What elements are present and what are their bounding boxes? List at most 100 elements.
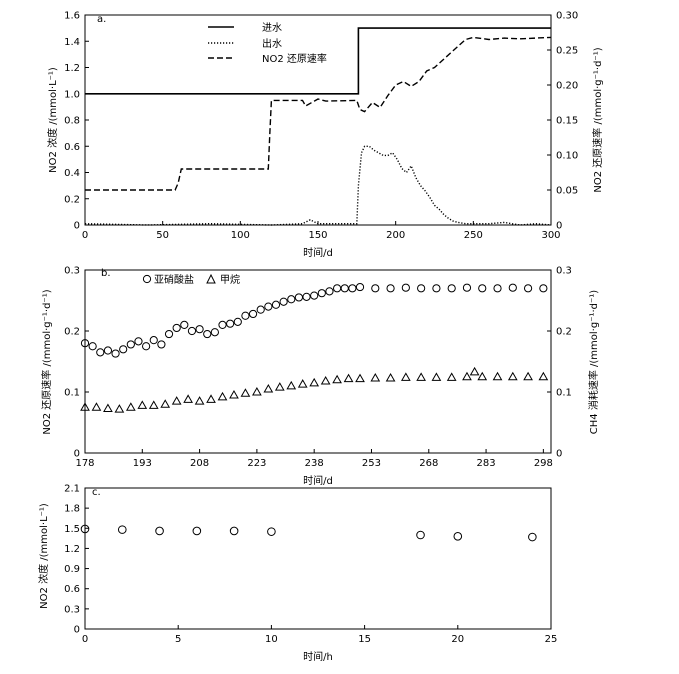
nitrite-point [126,340,135,349]
panel-c-ytick-label: 1.2 [64,544,80,555]
panel-c-ytick-label: 1.5 [64,524,80,535]
methane-point [183,394,193,403]
methane-point [240,388,251,397]
nitrite-point [371,284,380,293]
panel-a-ylabel: NO2 浓度 /(mmol·L⁻¹) [46,67,59,173]
methane-point [160,399,171,408]
panel-c-ylabel: NO2 浓度 /(mmol·L⁻¹) [37,503,50,609]
panel-a-y2tick-label: 0.20 [556,81,578,92]
panel-a-xtick-label: 150 [308,230,327,241]
methane-point [274,382,285,391]
nitrite-point [386,284,395,293]
nitrite-point [447,284,456,293]
nitrite-point [172,323,181,333]
panel-a-y2tick-label: 0.30 [556,11,578,22]
panel-a-xtick-label: 250 [464,230,483,241]
panel-b-xtick-label: 253 [362,458,381,469]
methane-point [206,394,216,403]
methane-point [137,400,148,409]
panel-c-xtick-label: 20 [451,634,464,645]
nitrite-point [226,319,235,328]
nitrite-point [241,311,250,320]
methane-point [492,371,503,381]
legend-methane-marker [206,273,216,284]
methane-point [370,372,381,382]
panel-a-xlabel: 时间/d [303,246,333,259]
panel-b-y2tick-label: 0 [556,449,562,460]
methane-point [91,402,102,411]
panel-a-y2tick-label: 0 [556,221,562,232]
nitrite-point [287,295,296,304]
concentration-point [267,527,276,536]
panel-b-ytick-label: 0 [74,449,80,460]
panel-a: a. 0 50 100 150 200 250 30000.20.40.60.81.01.2… [46,11,604,260]
nitrite-point [103,346,113,355]
methane-point [125,402,136,411]
panel-b-xtick-label: 298 [534,458,553,469]
nitrite-point [80,339,90,348]
nitrite-point [111,349,120,358]
nitrite-point [340,284,349,293]
panel-b-xtick-label: 223 [247,458,266,469]
panel-b-xtick-label: 193 [133,458,152,469]
legend-nitrite-label: 亚硝酸盐 [154,273,194,286]
panel-a-ytick-label: 0.6 [64,142,80,153]
methane-point [431,372,442,381]
nitrite-point [134,337,143,346]
legend-inflow-label: 进水 [262,22,282,34]
concentration-point [80,524,90,534]
legend-outflow-label: 出水 [262,37,282,50]
nitrite-point [119,345,128,354]
concentration-point [192,526,202,536]
panel-b-ylabel: NO2 还原速率 /(mmol·g⁻¹·d⁻¹) [40,289,53,434]
nitrite-point [310,291,319,300]
methane-point [416,372,426,381]
panel-b: b. 178 193 208 223 238 253 268 283 29800.10.20.3… [40,266,600,488]
nitrite-point [142,342,151,351]
panel-b-xtick-label: 283 [477,458,496,469]
methane-point [309,377,320,387]
nitrite-point [317,289,326,298]
panel-c-label: c. [92,487,101,498]
methane-point [194,396,205,405]
methane-point [229,390,239,399]
concentration-point [416,530,425,540]
panel-a-xtick-label: 50 [156,230,169,241]
panel-c-ytick-label: 0.3 [64,604,80,615]
series-inflow-line [85,27,551,95]
panel-c-xlabel: 时间/h [303,650,333,663]
methane-point [462,371,472,381]
nitrite-point [401,283,410,292]
nitrite-point [180,320,189,329]
nitrite-point [218,320,227,329]
panel-b-ytick-label: 0.2 [64,327,80,338]
panel-c-xtick-label: 15 [358,634,371,645]
panel-a-ytick-label: 1.4 [64,37,80,48]
series-outflow-line [84,145,552,226]
panel-b-y2tick-label: 0.1 [556,388,572,399]
methane-point [297,379,308,388]
legend-rate-label: NO2 还原速率 [262,52,327,65]
methane-point [343,373,354,383]
panel-b-xtick-label: 208 [190,458,209,469]
nitrite-point [210,328,219,337]
panel-c-xtick-label: 25 [545,634,558,645]
panel-a-y2tick-label: 0.05 [556,186,578,197]
nitrite-point [348,284,357,293]
methane-point [263,383,274,393]
methane-point [252,386,262,396]
panel-a-legend: 进水 出水 NO2 还原速率 [208,22,327,65]
methane-point [469,366,480,376]
nitrite-point [462,283,472,292]
nitrite-point [96,348,105,357]
panel-c-ytick-label: 0.6 [64,584,80,595]
panel-a-xtick-label: 200 [386,230,405,241]
legend-nitrite-marker [142,274,152,284]
concentration-point [528,532,537,542]
methane-point [171,396,182,405]
methane-point [114,404,125,413]
nitrite-point [294,293,304,302]
panel-a-y2label: NO2 还原速率 /(mmol·g⁻¹·d⁻¹) [591,47,604,192]
panel-b-legend: 亚硝酸盐 甲烷 [142,273,240,286]
